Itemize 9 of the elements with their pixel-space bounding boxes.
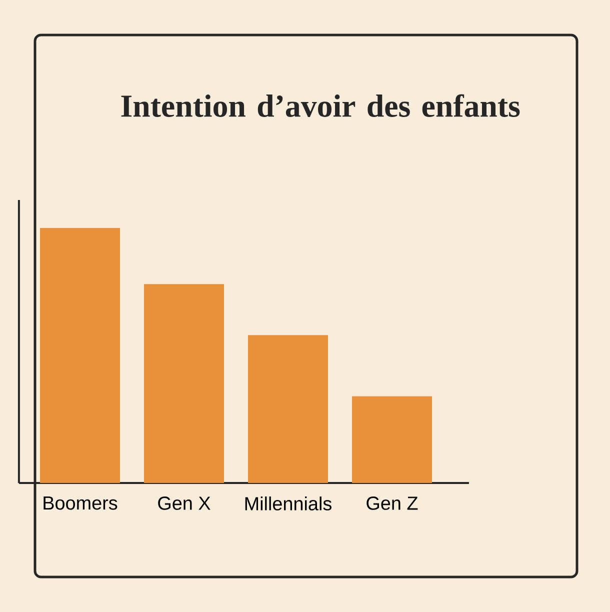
chart-title: Intention d’avoir des enfants bbox=[121, 94, 520, 117]
bar bbox=[248, 335, 328, 483]
x-tick-label: Gen Z bbox=[366, 496, 418, 510]
x-tick-label: Millennials bbox=[245, 496, 332, 510]
x-tick-label: Boomers bbox=[44, 496, 118, 510]
x-tick-label: Gen X bbox=[158, 496, 210, 510]
bar bbox=[40, 228, 120, 483]
bar bbox=[144, 284, 224, 483]
bar bbox=[352, 396, 432, 483]
